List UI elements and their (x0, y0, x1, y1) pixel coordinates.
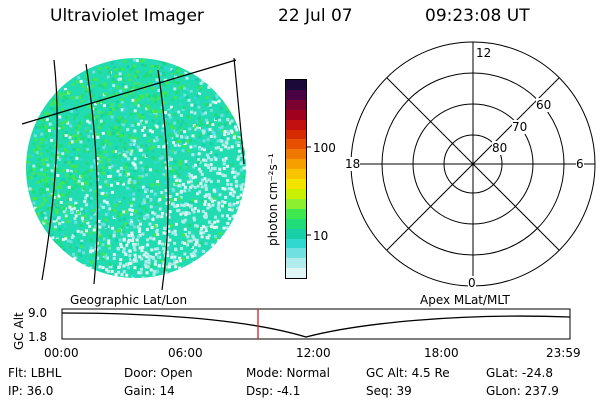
apex-grid-legend: Apex MLat/MLT (420, 293, 510, 307)
date-label: 22 Jul 07 (278, 6, 353, 26)
colorbar-ticks (306, 146, 311, 236)
mode-status: Mode: Normal (246, 366, 330, 380)
geographic-grid-legend: Geographic Lat/Lon (70, 293, 188, 307)
time-label: 09:23:08 UT (425, 6, 530, 26)
colorbar-segment (286, 169, 306, 180)
colorbar-segment (286, 188, 306, 199)
glat-status: GLat: -24.8 (486, 366, 553, 380)
mlt-label-12: 12 (476, 46, 492, 60)
time-tick-1200: 12:00 (296, 346, 331, 360)
colorbar-segment (286, 258, 306, 269)
altitude-curve (61, 312, 571, 338)
mlt-label-0: 0 (468, 276, 476, 290)
colorbar-segment (286, 149, 306, 160)
colorbar-segment (286, 228, 306, 239)
colorbar-segment (286, 89, 306, 100)
geographic-grid-lines (21, 57, 245, 290)
altitude-tick-1-8: 1.8 (28, 330, 48, 344)
polar-diagonal-2 (386, 77, 560, 251)
altitude-axis-label: GC Alt (12, 312, 26, 350)
colorbar-segment (286, 159, 306, 170)
colorbar-segment (286, 218, 306, 229)
gc-alt-status: GC Alt: 4.5 Re (366, 366, 450, 380)
colorbar (285, 79, 307, 279)
filter-status: Flt: LBHL (8, 366, 62, 380)
mlat-label-80: 80 (492, 141, 508, 155)
uv-image-panel (21, 57, 246, 290)
dsp-status: Dsp: -4.1 (246, 384, 301, 398)
colorbar-segment (286, 139, 306, 150)
time-tick-0000: 00:00 (44, 346, 79, 360)
mlat-label-70: 70 (512, 120, 528, 134)
colorbar-unit-label: photon cm⁻²s⁻¹ (266, 153, 280, 246)
colorbar-segment (286, 109, 306, 120)
door-status: Door: Open (124, 366, 193, 380)
altitude-tick-9: 9.0 (28, 306, 48, 320)
altitude-strip (61, 308, 571, 340)
colorbar-segment (286, 119, 306, 130)
seq-status: Seq: 39 (366, 384, 412, 398)
time-tick-0600: 06:00 (168, 346, 203, 360)
colorbar-segment (286, 179, 306, 189)
gain-status: Gain: 14 (124, 384, 175, 398)
app-title: Ultraviolet Imager (50, 6, 204, 26)
colorbar-segment (286, 99, 306, 110)
colorbar-segment (286, 208, 306, 219)
colorbar-tick-10: 10 (313, 229, 329, 243)
colorbar-segment (286, 238, 306, 249)
altitude-frame (61, 308, 571, 340)
colorbar-segment (286, 80, 306, 90)
time-tick-2359: 23:59 (546, 346, 581, 360)
colorbar-segment (286, 248, 306, 259)
colorbar-segment (286, 129, 306, 140)
colorbar-tick-100: 100 (313, 141, 336, 155)
colorbar-segment (286, 198, 306, 209)
mlt-label-18: 18 (345, 157, 361, 171)
time-tick-1800: 18:00 (424, 346, 459, 360)
colorbar-segment (286, 268, 306, 279)
glon-status: GLon: 237.9 (486, 384, 559, 398)
mlat-label-60: 60 (536, 98, 552, 112)
mlt-label-6: 6 (576, 157, 584, 171)
ip-status: IP: 36.0 (8, 384, 54, 398)
polar-mlat-mlt-plot (350, 41, 596, 287)
